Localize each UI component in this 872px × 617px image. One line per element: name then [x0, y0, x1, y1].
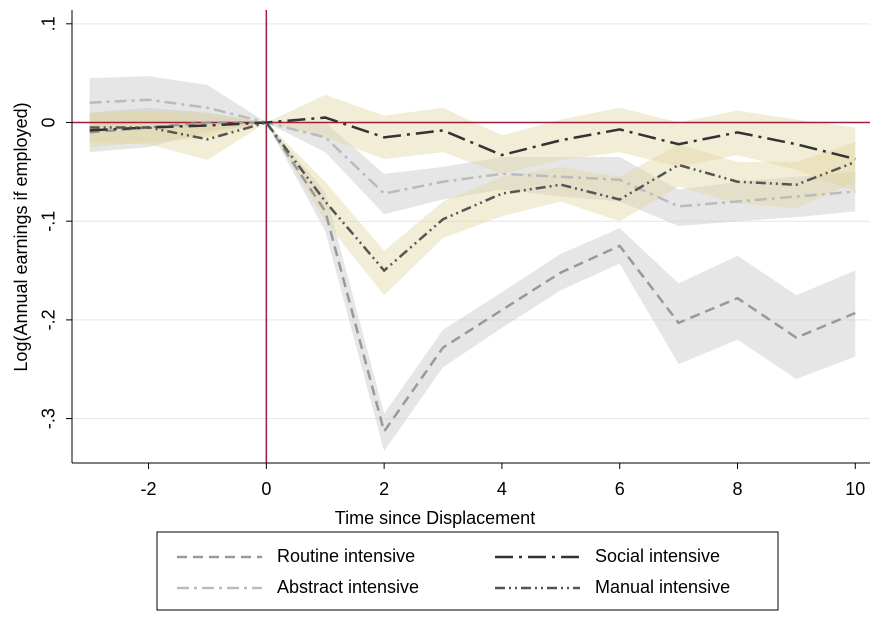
confidence-band	[325, 191, 385, 452]
legend-label: Routine intensive	[277, 546, 415, 566]
confidence-band	[207, 85, 267, 131]
confidence-band	[443, 176, 502, 238]
x-tick-label: 0	[261, 479, 271, 499]
x-tick-label: 6	[615, 479, 625, 499]
x-tick-label: 4	[497, 479, 507, 499]
confidence-band	[619, 144, 679, 222]
y-tick-label: 0	[39, 118, 59, 128]
y-tick-label: .1	[39, 16, 59, 31]
series-line	[89, 121, 856, 435]
confidence-band	[207, 122, 267, 161]
confidence-band	[501, 166, 561, 217]
y-axis-label: Log(Annual earnings if employed)	[11, 102, 31, 371]
confidence-band	[619, 157, 679, 227]
confidence-band	[266, 122, 326, 153]
y-tick-label: -.2	[39, 309, 59, 330]
confidence-band	[560, 166, 620, 222]
x-axis-label: Time since Displacement	[335, 508, 535, 528]
confidence-band	[501, 119, 561, 174]
x-tick-label: 10	[845, 479, 865, 499]
confidence-band	[443, 107, 502, 174]
confidence-band	[325, 122, 385, 215]
y-tick-label: -.1	[39, 211, 59, 232]
confidence-band	[384, 107, 444, 160]
confidence-band	[384, 201, 444, 296]
confidence-band	[737, 110, 797, 170]
confidence-band	[148, 110, 208, 143]
series-line	[89, 98, 856, 208]
confidence-band	[619, 228, 679, 365]
legend-label: Manual intensive	[595, 577, 730, 597]
confidence-band	[266, 122, 326, 232]
confidence-band	[796, 142, 856, 209]
confidence-band	[266, 122, 326, 222]
confidence-band	[501, 253, 561, 328]
series-line	[89, 116, 856, 161]
legend-label: Social intensive	[595, 546, 720, 566]
confidence-band	[796, 171, 856, 218]
confidence-band	[148, 107, 208, 148]
confidence-band	[89, 110, 149, 148]
confidence-band	[266, 94, 326, 138]
y-tick-label: -.3	[39, 408, 59, 429]
x-tick-label: 8	[732, 479, 742, 499]
confidence-band	[501, 157, 561, 197]
confidence-band	[796, 119, 856, 192]
confidence-band	[384, 166, 444, 215]
legend-box	[156, 531, 779, 611]
confidence-band	[148, 76, 208, 131]
x-tick-label: 2	[379, 479, 389, 499]
legend-label: Abstract intensive	[277, 577, 419, 597]
confidence-band	[796, 270, 856, 380]
x-tick-label: -2	[141, 479, 157, 499]
confidence-band	[89, 107, 149, 153]
confidence-band	[325, 181, 385, 296]
